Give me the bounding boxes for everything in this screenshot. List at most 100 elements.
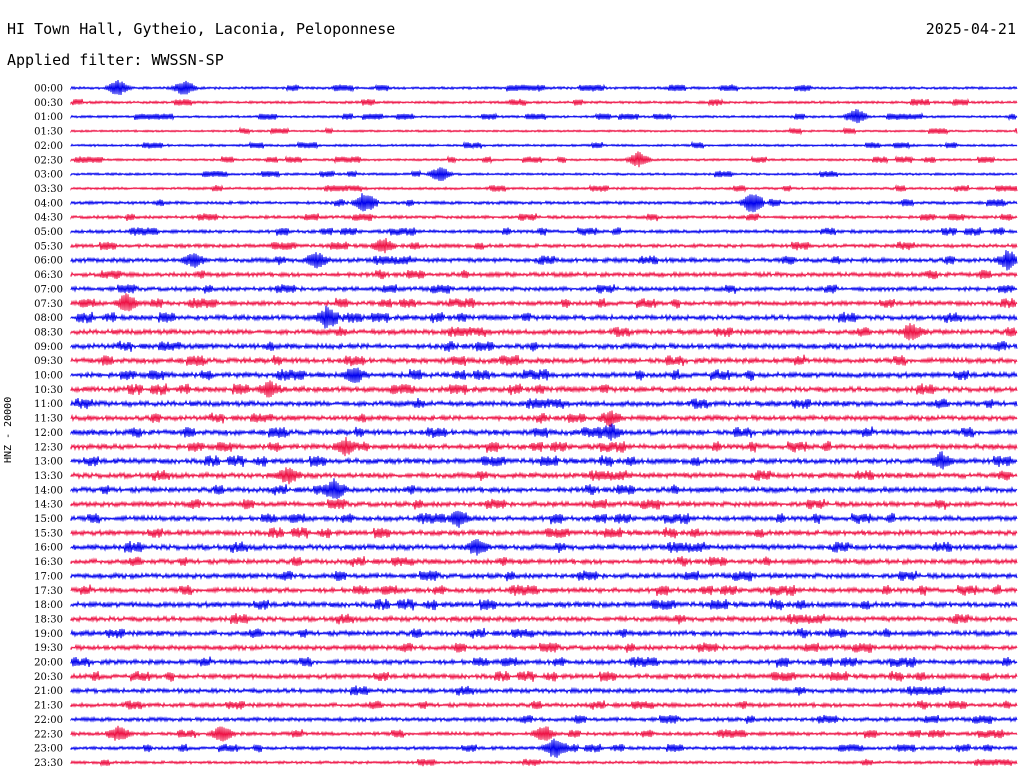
row-time-label: 06:00 [34, 256, 63, 267]
seismic-trace-row [70, 269, 1018, 280]
row-time-label: 12:30 [34, 442, 63, 453]
seismic-trace-row [70, 193, 1018, 213]
seismic-trace-row [70, 323, 1018, 341]
seismic-trace-row [70, 478, 1018, 500]
row-time-label: 19:00 [34, 629, 63, 640]
row-time-label: 13:00 [34, 457, 63, 468]
row-time-label: 17:00 [34, 571, 63, 582]
seismic-trace-row [70, 380, 1018, 398]
row-time-label: 02:30 [34, 155, 63, 166]
seismic-trace-row [70, 98, 1018, 107]
seismic-trace-row [70, 423, 1018, 441]
row-time-label: 05:30 [34, 241, 63, 252]
seismic-trace-row [70, 498, 1018, 510]
row-time-label: 12:00 [34, 428, 63, 439]
row-time-label: 18:30 [34, 614, 63, 625]
seismic-trace-row [70, 109, 1018, 124]
row-time-label: 00:00 [34, 84, 63, 95]
seismic-trace-row [70, 556, 1018, 567]
row-time-label: 00:30 [34, 98, 63, 109]
seismic-trace-row [70, 725, 1018, 742]
row-time-label: 16:00 [34, 543, 63, 554]
seismic-trace-row [70, 213, 1018, 222]
row-time-label: 18:00 [34, 600, 63, 611]
row-time-label: 19:30 [34, 643, 63, 654]
seismic-trace-row [70, 167, 1018, 182]
seismic-trace-row [70, 410, 1018, 427]
row-time-label: 22:00 [34, 715, 63, 726]
row-time-label: 21:30 [34, 701, 63, 712]
row-time-label: 14:00 [34, 485, 63, 496]
row-time-label: 10:00 [34, 371, 63, 382]
seismic-trace-row [70, 293, 1018, 312]
row-time-label: 01:30 [34, 127, 63, 138]
row-time-label: 20:00 [34, 658, 63, 669]
seismic-trace-row [70, 126, 1018, 136]
row-time-label: 06:30 [34, 270, 63, 281]
row-time-label: 14:30 [34, 500, 63, 511]
row-time-label: 13:30 [34, 471, 63, 482]
row-time-label: 03:00 [34, 170, 63, 181]
row-time-label: 09:30 [34, 356, 63, 367]
date-label: 2025-04-21 [925, 20, 1016, 38]
row-time-label: 15:30 [34, 528, 63, 539]
row-time-label: 15:00 [34, 514, 63, 525]
seismic-trace-row [70, 305, 1018, 329]
row-time-label: 03:30 [34, 184, 63, 195]
seismic-trace-row [70, 451, 1018, 470]
seismic-trace-row [70, 714, 1018, 724]
row-time-label: 07:30 [34, 299, 63, 310]
seismic-trace-row [70, 151, 1018, 168]
row-time-label: 08:30 [34, 327, 63, 338]
seismic-trace-row [70, 685, 1018, 696]
seismic-trace-row [70, 398, 1018, 410]
seismic-trace-row [70, 227, 1018, 236]
seismic-trace-row [70, 184, 1018, 193]
row-time-label: 16:30 [34, 557, 63, 568]
seismic-trace-row [70, 700, 1018, 710]
seismic-trace-row [70, 627, 1018, 639]
row-time-label: 20:30 [34, 672, 63, 683]
row-time-label: 07:00 [34, 284, 63, 295]
seismic-trace-row [70, 340, 1018, 352]
seismic-trace-row [70, 539, 1018, 556]
seismic-trace-row [70, 284, 1018, 294]
row-time-label: 08:00 [34, 313, 63, 324]
seismic-trace-row [70, 570, 1018, 582]
seismic-trace-row [70, 613, 1018, 625]
row-time-label: 22:30 [34, 729, 63, 740]
station-title: HI Town Hall, Gytheio, Laconia, Peloponn… [7, 20, 396, 38]
seismic-trace-row [70, 79, 1018, 96]
row-time-label: 11:30 [34, 414, 63, 425]
row-time-label: 04:30 [34, 213, 63, 224]
seismic-trace-row [70, 670, 1018, 682]
row-time-label: 23:00 [34, 744, 63, 755]
row-time-label: 11:00 [34, 399, 63, 410]
seismic-trace-row [70, 467, 1018, 485]
row-time-label: 09:00 [34, 342, 63, 353]
row-time-label: 05:00 [34, 227, 63, 238]
seismic-trace-row [70, 510, 1018, 528]
seismic-trace-row [70, 584, 1018, 597]
row-time-label: 23:30 [34, 758, 63, 769]
row-time-label: 21:00 [34, 686, 63, 697]
seismic-trace-row [70, 642, 1018, 653]
seismic-trace-row [70, 758, 1018, 767]
row-time-label: 10:30 [34, 385, 63, 396]
seismic-trace-row [70, 738, 1018, 758]
seismic-trace-row [70, 250, 1018, 271]
seismic-trace-row [70, 598, 1018, 611]
seismic-trace-row [70, 436, 1018, 457]
row-time-label: 04:00 [34, 198, 63, 209]
filter-label: Applied filter: WWSSN-SP [7, 51, 224, 69]
seismic-trace-row [70, 367, 1018, 384]
row-time-label: 01:00 [34, 112, 63, 123]
seismic-trace-row [70, 140, 1018, 150]
seismic-trace-row [70, 527, 1018, 539]
row-time-label: 17:30 [34, 586, 63, 597]
seismic-trace-row [70, 237, 1018, 254]
seismic-trace-row [70, 354, 1018, 367]
seismic-trace-row [70, 656, 1018, 668]
row-time-label: 02:00 [34, 141, 63, 152]
